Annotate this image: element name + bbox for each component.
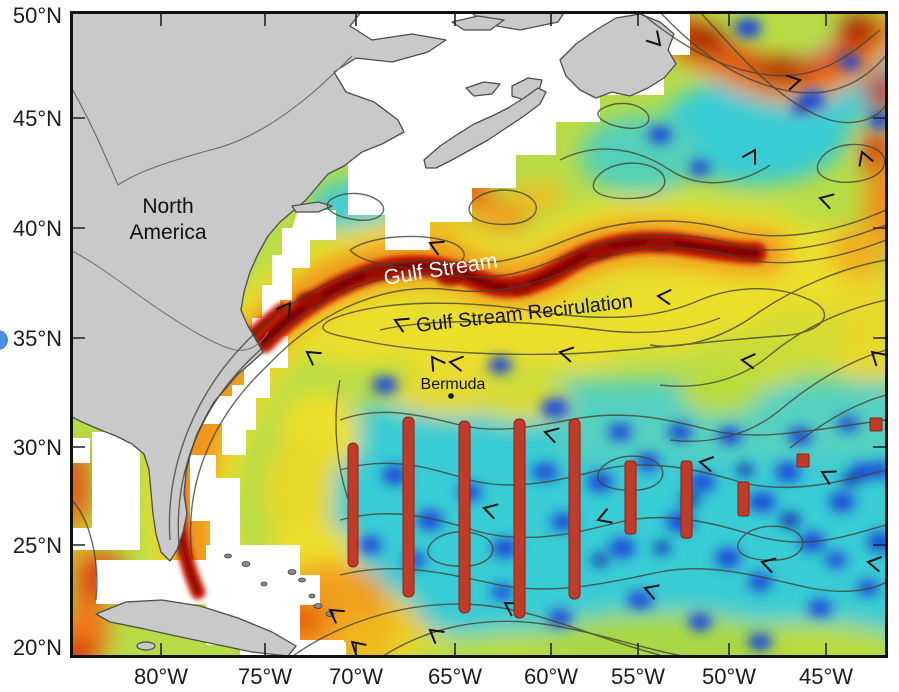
bermuda-dot [448, 393, 454, 399]
mooring-bar [402, 416, 415, 598]
mooring-bar [737, 481, 750, 517]
north-america-landmass [73, 13, 447, 562]
lon-label: 50°W [702, 664, 756, 689]
lat-label: 20°N [13, 635, 62, 660]
lat-label: 25°N [13, 533, 62, 558]
streamlines [73, 13, 886, 656]
continent-label-line1: North [142, 195, 193, 218]
mooring-marker-square [869, 417, 883, 432]
lat-label: 50°N [13, 3, 62, 28]
lon-label: 80°W [134, 664, 188, 689]
lon-label: 65°W [428, 664, 482, 689]
lon-label: 70°W [329, 664, 383, 689]
lat-label: 35°N [13, 326, 62, 351]
mooring-bar [458, 420, 471, 614]
lon-label: 60°W [524, 664, 578, 689]
nova-scotia [423, 87, 547, 169]
newfoundland [559, 13, 677, 99]
mooring-marker-square [796, 453, 810, 468]
map-frame [70, 11, 888, 658]
land [73, 13, 677, 656]
lat-label: 40°N [13, 216, 62, 241]
mooring-array [347, 416, 883, 619]
cuba [95, 599, 297, 656]
lat-label: 45°N [13, 106, 62, 131]
longitude-labels: 80°W 75°W 70°W 65°W 60°W 55°W 50°W 45°W [134, 664, 853, 689]
lat-label: 30°N [13, 435, 62, 460]
mooring-bar [513, 418, 526, 619]
continent-label-line2: America [129, 221, 206, 244]
mooring-bar [568, 418, 581, 600]
lon-label: 75°W [238, 664, 292, 689]
axis-ticks [73, 14, 885, 655]
mooring-bar [680, 460, 693, 539]
left-edge-bullet [0, 330, 8, 350]
mooring-bar [624, 460, 637, 535]
lon-label: 55°W [611, 664, 665, 689]
latitude-labels: 50°N 45°N 40°N 35°N 30°N 25°N 20°N [13, 3, 62, 660]
mooring-bar [347, 442, 359, 568]
lon-label: 45°W [799, 664, 853, 689]
bermuda-label: Bermuda [421, 376, 486, 393]
